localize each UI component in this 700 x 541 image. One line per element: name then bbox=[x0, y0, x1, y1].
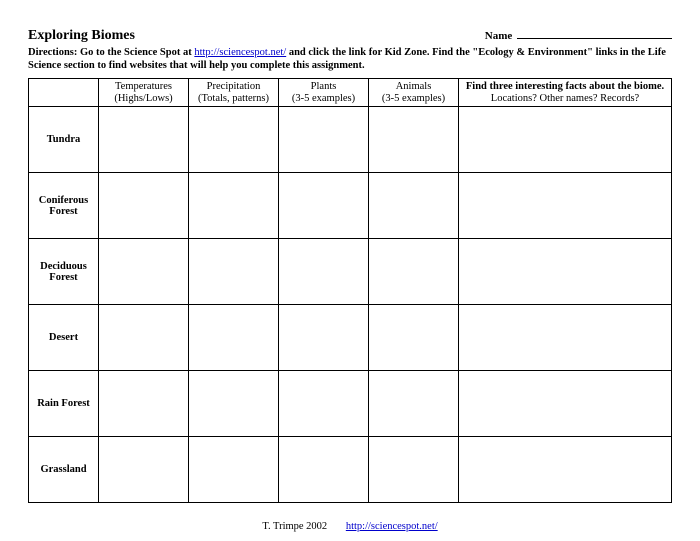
header-precipitation-l1: Precipitation bbox=[207, 81, 261, 92]
cell bbox=[279, 437, 369, 503]
header-row: Exploring Biomes Name bbox=[28, 28, 672, 44]
cell bbox=[279, 107, 369, 173]
cell bbox=[189, 305, 279, 371]
cell bbox=[189, 239, 279, 305]
row-label: Coniferous Forest bbox=[29, 173, 99, 239]
cell bbox=[99, 305, 189, 371]
cell bbox=[459, 305, 672, 371]
name-label: Name bbox=[485, 30, 513, 42]
directions-prefix: Directions: Go to the Science Spot at bbox=[28, 47, 194, 58]
cell bbox=[99, 173, 189, 239]
cell bbox=[369, 107, 459, 173]
cell bbox=[189, 107, 279, 173]
cell bbox=[369, 173, 459, 239]
header-temperatures: Temperatures (Highs/Lows) bbox=[99, 79, 189, 107]
header-temperatures-l1: Temperatures bbox=[115, 81, 172, 92]
cell bbox=[459, 371, 672, 437]
header-blank bbox=[29, 79, 99, 107]
row-label: Deciduous Forest bbox=[29, 239, 99, 305]
cell bbox=[279, 239, 369, 305]
page-title: Exploring Biomes bbox=[28, 28, 135, 44]
cell bbox=[459, 239, 672, 305]
directions-link[interactable]: http://sciencespot.net/ bbox=[194, 47, 286, 58]
cell bbox=[369, 239, 459, 305]
header-plants-l1: Plants bbox=[311, 81, 337, 92]
header-precipitation: Precipitation (Totals, patterns) bbox=[189, 79, 279, 107]
header-facts: Find three interesting facts about the b… bbox=[459, 79, 672, 107]
header-animals-l1: Animals bbox=[396, 81, 432, 92]
cell bbox=[459, 437, 672, 503]
cell bbox=[369, 437, 459, 503]
cell bbox=[99, 437, 189, 503]
footer: T. Trimpe 2002 http://sciencespot.net/ bbox=[28, 521, 672, 532]
header-animals-l2: (3-5 examples) bbox=[382, 93, 445, 104]
header-facts-l1: Find three interesting facts about the b… bbox=[466, 81, 664, 92]
cell bbox=[279, 305, 369, 371]
cell bbox=[189, 437, 279, 503]
cell bbox=[459, 107, 672, 173]
directions-text: Directions: Go to the Science Spot at ht… bbox=[28, 46, 672, 72]
table-row: Deciduous Forest bbox=[29, 239, 672, 305]
table-row: Tundra bbox=[29, 107, 672, 173]
row-label: Desert bbox=[29, 305, 99, 371]
name-blank-line bbox=[517, 38, 672, 39]
header-facts-l2: Locations? Other names? Records? bbox=[462, 93, 668, 105]
table-body: Tundra Coniferous Forest Deciduous Fores… bbox=[29, 107, 672, 503]
header-plants-l2: (3-5 examples) bbox=[292, 93, 355, 104]
table-row: Grassland bbox=[29, 437, 672, 503]
cell bbox=[459, 173, 672, 239]
cell bbox=[279, 371, 369, 437]
biomes-table: Temperatures (Highs/Lows) Precipitation … bbox=[28, 78, 672, 503]
cell bbox=[369, 305, 459, 371]
cell bbox=[99, 371, 189, 437]
header-animals: Animals (3-5 examples) bbox=[369, 79, 459, 107]
table-row: Desert bbox=[29, 305, 672, 371]
header-temperatures-l2: (Highs/Lows) bbox=[114, 93, 172, 104]
table-row: Coniferous Forest bbox=[29, 173, 672, 239]
cell bbox=[279, 173, 369, 239]
cell bbox=[99, 107, 189, 173]
row-label: Rain Forest bbox=[29, 371, 99, 437]
table-header-row: Temperatures (Highs/Lows) Precipitation … bbox=[29, 79, 672, 107]
name-field-container: Name bbox=[485, 30, 672, 42]
cell bbox=[99, 239, 189, 305]
row-label: Tundra bbox=[29, 107, 99, 173]
table-row: Rain Forest bbox=[29, 371, 672, 437]
cell bbox=[369, 371, 459, 437]
row-label: Grassland bbox=[29, 437, 99, 503]
header-precipitation-l2: (Totals, patterns) bbox=[198, 93, 269, 104]
header-plants: Plants (3-5 examples) bbox=[279, 79, 369, 107]
footer-credit: T. Trimpe 2002 bbox=[262, 521, 327, 532]
cell bbox=[189, 173, 279, 239]
cell bbox=[189, 371, 279, 437]
footer-link[interactable]: http://sciencespot.net/ bbox=[346, 521, 438, 532]
